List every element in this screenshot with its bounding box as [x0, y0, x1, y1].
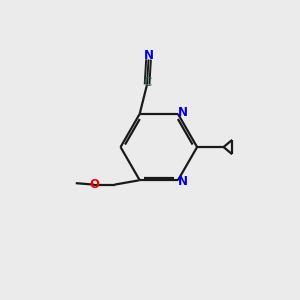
Text: O: O [89, 178, 99, 191]
Text: N: N [178, 106, 188, 119]
Text: N: N [144, 50, 154, 62]
Text: C: C [144, 76, 152, 88]
Text: N: N [178, 175, 188, 188]
